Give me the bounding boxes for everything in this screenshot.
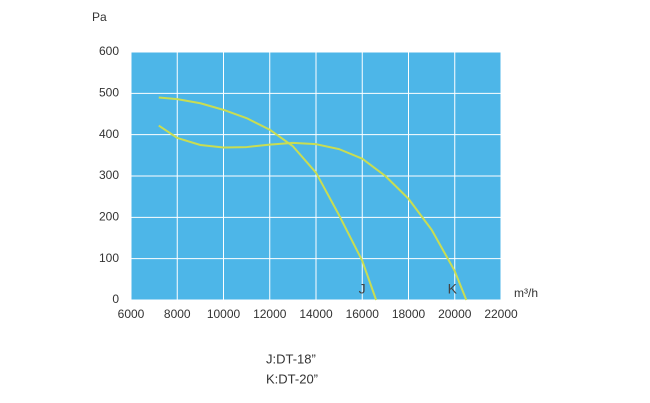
x-tick-label: 8000 (164, 307, 191, 321)
x-tick-label: 6000 (118, 307, 145, 321)
x-tick-label: 20000 (438, 307, 472, 321)
curve-label: K (448, 281, 458, 297)
curve-label: J (359, 281, 366, 297)
legend-entry: K:DT-20” (266, 371, 318, 386)
y-tick-label: 500 (99, 86, 119, 100)
x-tick-label: 22000 (484, 307, 518, 321)
x-tick-label: 10000 (207, 307, 241, 321)
y-tick-label: 400 (99, 127, 119, 141)
y-tick-label: 0 (112, 292, 119, 306)
x-tick-label: 14000 (299, 307, 333, 321)
curve (158, 96, 378, 301)
legend-entry: J:DT-18” (266, 351, 316, 366)
x-tick-label: 16000 (346, 307, 380, 321)
y-tick-label: 300 (99, 168, 119, 182)
y-tick-label: 100 (99, 251, 119, 265)
curve (158, 124, 468, 301)
x-unit: m³/h (514, 286, 538, 300)
x-tick-label: 18000 (392, 307, 426, 321)
y-tick-label: 200 (99, 210, 119, 224)
y-tick-label: 600 (99, 44, 119, 58)
y-unit: Pa (92, 10, 107, 24)
x-tick-label: 12000 (253, 307, 287, 321)
